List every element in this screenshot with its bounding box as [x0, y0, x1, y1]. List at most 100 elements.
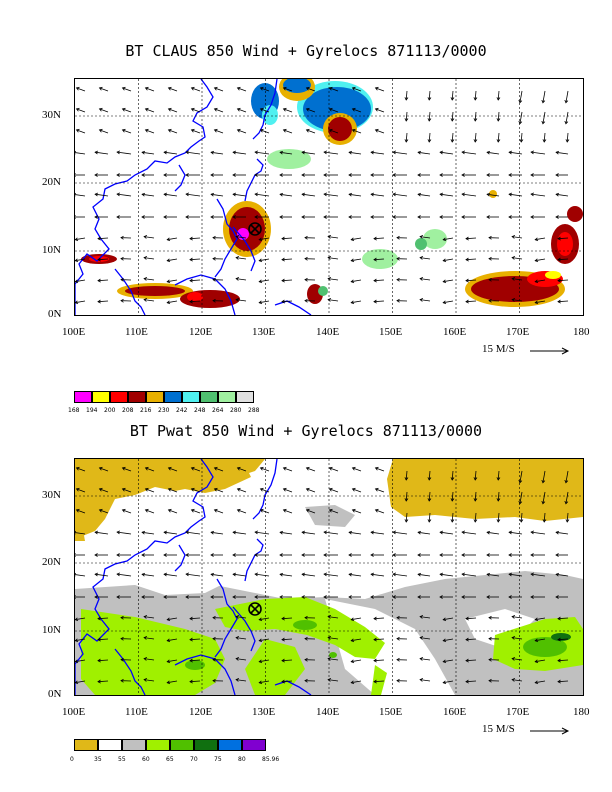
panel1-wind-arrow-85 [509, 151, 523, 155]
panel2-wind-arrowhead-161 [235, 615, 240, 619]
panel2-wind-arrowhead-106 [486, 553, 490, 557]
panel1-wind-arrowhead-166 [350, 237, 355, 242]
panel2-wind-arrow-117 [233, 573, 247, 577]
panel1-wind-arrowhead-86 [530, 150, 535, 155]
panel2-wind-arrowhead-239 [511, 678, 516, 682]
panel2-wind-arrowhead-35 [374, 487, 379, 492]
panel1-wind-arrowhead-73 [232, 150, 237, 155]
panel1-wind-arrow-201 [144, 278, 155, 281]
panel1-wind-arrowhead-25 [144, 107, 149, 112]
panel1-wind-arrowhead-101 [370, 173, 374, 177]
panel1-wind-arrow-229 [281, 300, 293, 303]
panel2-wind-arrow-210 [351, 659, 362, 663]
panel2-wind-arrow-56 [352, 509, 362, 514]
panel1-legend-label-9: 280 [230, 407, 242, 414]
panel2-wind-arrow-85 [509, 531, 523, 535]
panel1-wind-arrowhead-108 [530, 173, 534, 177]
panel1-wind-arrowhead-177 [97, 257, 101, 262]
panel2-wind-arrowhead-5 [190, 466, 195, 471]
panel1-wind-arrowhead-230 [304, 298, 308, 303]
panel1-wind-arrow-198 [75, 279, 86, 283]
panel2-wind-arrowhead-201 [143, 657, 148, 661]
panel2-wind-arrow-169 [420, 616, 431, 619]
panel2-wind-arrow-26 [168, 488, 178, 493]
panel1-wind-arrow-154 [75, 237, 86, 241]
panel2-wind-arrowhead-150 [486, 595, 490, 599]
panel2-wind-arrowhead-74 [254, 530, 259, 535]
panel1-wind-arrowhead-190 [396, 256, 400, 261]
panel1-wind-arrow-38 [451, 111, 454, 122]
panel1-wind-arrow-7 [237, 87, 247, 92]
panel2-wind-arrowhead-72 [210, 530, 215, 535]
panel2-wind-arrowhead-13 [374, 466, 379, 471]
panel1-wind-arrow-37 [428, 111, 431, 122]
panel1-wind-arrowhead-187 [327, 256, 332, 260]
panel2-wind-arrowhead-119 [279, 572, 284, 577]
panel2-legend-label-5: 70 [190, 756, 198, 763]
panel1-wind-arrowhead-50 [213, 128, 218, 133]
panel2-wind-arrowhead-27 [190, 487, 195, 492]
panel2-wind-arrowhead-180 [166, 638, 171, 643]
panel2-wind-arrowhead-104 [439, 553, 443, 557]
panel2-wind-arrow-188 [351, 638, 362, 642]
panel1-wind-arrow-171 [465, 237, 477, 240]
panel2-wind-arrowhead-227 [235, 678, 240, 682]
panel2-wind-arrowhead-177 [97, 637, 101, 642]
panel2-wind-arrow-227 [236, 679, 247, 682]
panel1-wind-arrowhead-128 [486, 192, 491, 197]
panel1-legend-swatch-9 [236, 391, 254, 403]
panel1-wind-arrow-65 [566, 132, 569, 143]
panel2-wind-arrowhead-103 [417, 553, 421, 557]
panel1-wind-arrowhead-215 [465, 278, 469, 283]
panel1-wind-arrowhead-183 [235, 256, 240, 260]
panel2-wind-arrowhead-107 [508, 553, 512, 557]
panel1-wind-arrowhead-202 [166, 279, 171, 284]
panel2-wind-arrowhead-79 [370, 530, 375, 535]
panel2-wind-arrow-17 [474, 470, 477, 481]
panel1-wind-arrow-47 [145, 129, 155, 134]
panel2-wind-arrowhead-147 [417, 595, 421, 599]
panel1-wind-arrowhead-28 [213, 107, 218, 112]
panel2-wind-arrow-5 [191, 467, 201, 472]
panel2-wind-arrowhead-109 [555, 553, 559, 557]
panel2-wind-arrowhead-202 [166, 659, 171, 664]
panel2-scale-label: 15 M/S [482, 723, 515, 735]
panel2-wind-arrowhead-93 [185, 553, 189, 557]
panel1-wind-arrow-125 [418, 193, 431, 197]
panel1-wind-arrow-74 [255, 151, 270, 155]
panel1-wind-arrowhead-140 [254, 215, 258, 219]
panel1-wind-arrowhead-12 [351, 86, 356, 91]
panel2-wind-arrow-211 [373, 659, 385, 662]
panel2-legend-label-4: 65 [166, 756, 174, 763]
panel1-wind-arrowhead-217 [511, 277, 516, 281]
panel2-wind-arrow-236 [443, 680, 454, 684]
panel2-wind-arrowhead-37 [427, 498, 432, 502]
panel2-wind-arrow-220 [75, 680, 86, 684]
panel2-wind-arrowhead-183 [235, 636, 240, 640]
panel2-wind-arrow-75 [280, 531, 293, 535]
panel2-wind-arrow-176 [75, 638, 86, 642]
panel2-wind-arrow-124 [393, 573, 408, 577]
panel2-wind-arrowhead-20 [541, 479, 546, 484]
panel1-wind-arrow-117 [233, 193, 247, 197]
panel1-wind-arrowhead-58 [404, 139, 409, 143]
panel1-wind-arrow-82 [440, 151, 454, 155]
panel2-wind-arrow-213 [420, 658, 431, 661]
panel1-wind-arrowhead-146 [392, 215, 396, 219]
panel1-wind-arrow-206 [259, 279, 270, 283]
panel1-wind-arrow-112 [117, 193, 132, 197]
panel2-wind-arrowhead-108 [530, 553, 534, 557]
panel1-wind-arrowhead-124 [392, 192, 397, 197]
panel1-wind-arrow-14 [405, 90, 408, 101]
panel2-wind-arrowhead-18 [496, 477, 501, 481]
panel2-wind-arrowhead-148 [439, 595, 443, 599]
panel1-wind-arrowhead-161 [235, 235, 240, 239]
panel1-wind-arrowhead-98 [301, 173, 305, 177]
panel2-xlabel-110e: 110E [125, 706, 148, 718]
panel1-wind-arrow-40 [497, 111, 500, 122]
panel2-wind-arrowhead-219 [557, 658, 561, 663]
panel1-wind-arrowhead-46 [121, 128, 126, 133]
panel1-wind-arrowhead-129 [508, 192, 513, 197]
panel1-wind-arrow-202 [167, 279, 178, 283]
panel1-wind-arrowhead-133 [94, 215, 98, 219]
